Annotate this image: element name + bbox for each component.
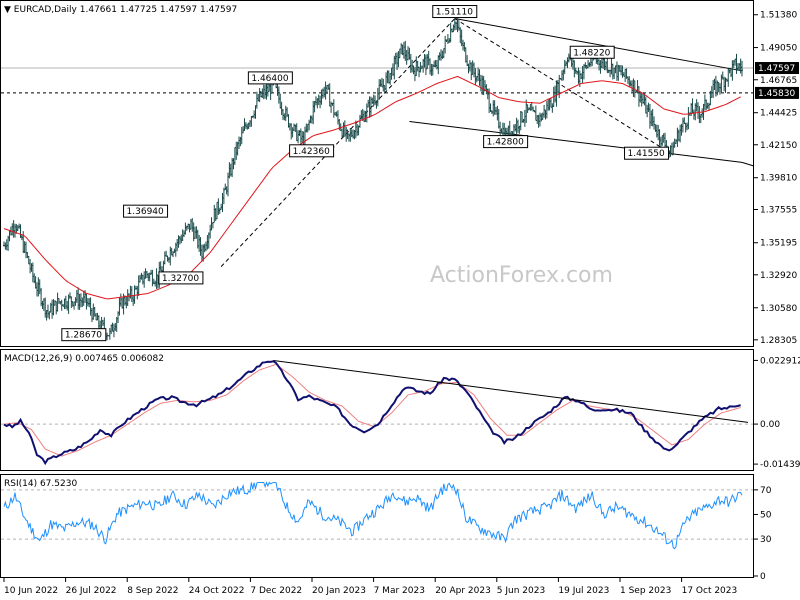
price-annotation-label: 1.36940 [127, 207, 164, 217]
rsi-y-tick-label: 0 [760, 572, 766, 582]
price-annotation-box [432, 5, 478, 19]
header-arrow: ▼ [4, 5, 14, 15]
price-y-tick-label: 1.49050 [760, 44, 797, 54]
price-y-tick-label: 1.46765 [760, 76, 797, 86]
price-annotation-box [569, 45, 615, 59]
header-symbol: EURCAD,Daily [14, 5, 78, 15]
x-tick-label: 26 Jul 2022 [66, 586, 117, 596]
x-tick-label: 20 Apr 2023 [435, 586, 491, 596]
macd-y-tick-label: 0.00 [760, 420, 780, 430]
price-trendline-extension [741, 161, 754, 167]
rsi-y-tick-label: 70 [760, 486, 772, 496]
x-tick-label: 5 Jun 2023 [497, 586, 545, 596]
price-annotation-box [483, 135, 529, 149]
price-y-tick-label: 1.42150 [760, 141, 797, 151]
x-tick-label: 7 Mar 2023 [374, 586, 425, 596]
moving-average-line [3, 75, 741, 300]
price-annotation-label: 1.42360 [293, 147, 330, 157]
macd-title: MACD(12,26,9) 0.007465 0.006082 [4, 354, 164, 364]
level-price-box [755, 86, 799, 99]
price-annotation-label: 1.51110 [436, 8, 473, 18]
price-panel: ActionForex.com ▼ EURCAD,Daily 1.47661 1… [0, 0, 799, 347]
price-y-tick-label: 1.28305 [760, 336, 797, 346]
x-tick-label: 19 Jul 2023 [558, 586, 609, 596]
price-annotation-label: 1.41550 [628, 149, 665, 159]
price-annotation-box [624, 146, 670, 160]
price-y-tick-label: 1.51380 [760, 11, 797, 21]
x-tick-label: 10 Jun 2022 [4, 586, 58, 596]
price-header: ▼ EURCAD,Daily 1.47661 1.47725 1.47597 1… [4, 5, 237, 15]
x-tick-label: 20 Jan 2023 [312, 586, 366, 596]
level-price-label: 1.45830 [758, 89, 795, 99]
macd-y-tick-label: -0.014394 [760, 460, 800, 470]
price-annotation-box [61, 328, 107, 342]
price-annotation-box [158, 271, 204, 285]
rsi-y-tick-label: 30 [760, 535, 772, 545]
macd-y-tick-label: 0.022912 [760, 356, 800, 366]
rsi-title: RSI(14) 67.5230 [4, 479, 77, 489]
rsi-line [3, 481, 743, 550]
price-trendline [454, 18, 743, 72]
x-tick-label: 1 Sep 2023 [620, 586, 671, 596]
x-tick-label: 7 Dec 2022 [250, 586, 302, 596]
macd-trendline [273, 359, 749, 423]
rsi-y-tick-label: 50 [760, 510, 772, 520]
price-y-tick-label: 1.35195 [760, 239, 797, 249]
price-y-tick-label: 1.44425 [760, 109, 797, 119]
current-price-box [755, 62, 799, 75]
macd-line [3, 360, 741, 466]
price-trendline [409, 121, 743, 163]
price-annotation-label: 1.46400 [251, 74, 288, 84]
price-annotation-label: 1.48220 [573, 48, 610, 58]
price-panel-frame [0, 0, 754, 347]
price-trendline [454, 18, 671, 154]
price-annotation-box [123, 204, 169, 218]
price-y-tick-label: 1.32920 [760, 271, 797, 281]
price-annotation-box [247, 71, 293, 85]
price-annotation-box [289, 144, 335, 158]
price-y-tick-label: 1.39810 [760, 174, 797, 184]
header-ohlc: 1.47661 1.47725 1.47597 1.47597 [80, 5, 237, 15]
watermark: ActionForex.com [430, 263, 613, 288]
price-y-tick-label: 1.37555 [760, 206, 797, 216]
time-axis: 10 Jun 2022 26 Jul 2022 8 Sep 2022 24 Oct 2… [3, 578, 738, 596]
rsi-panel-frame [0, 474, 754, 578]
rsi-panel: RSI(14) 67.5230 70 50 30 0 [0, 474, 772, 582]
macd-panel: MACD(12,26,9) 0.007465 0.006082 0.022912… [0, 349, 800, 471]
x-tick-label: 8 Sep 2022 [127, 586, 178, 596]
current-price-label: 1.47597 [758, 64, 795, 74]
price-y-tick-label: 1.30580 [760, 304, 797, 314]
price-annotation-label: 1.32700 [162, 274, 199, 284]
x-tick-label: 17 Oct 2023 [682, 586, 738, 596]
price-annotation-label: 1.28670 [65, 331, 102, 341]
x-tick-label: 24 Oct 2022 [189, 586, 245, 596]
macd-panel-frame [0, 349, 754, 471]
price-annotation-label: 1.42800 [487, 138, 524, 148]
